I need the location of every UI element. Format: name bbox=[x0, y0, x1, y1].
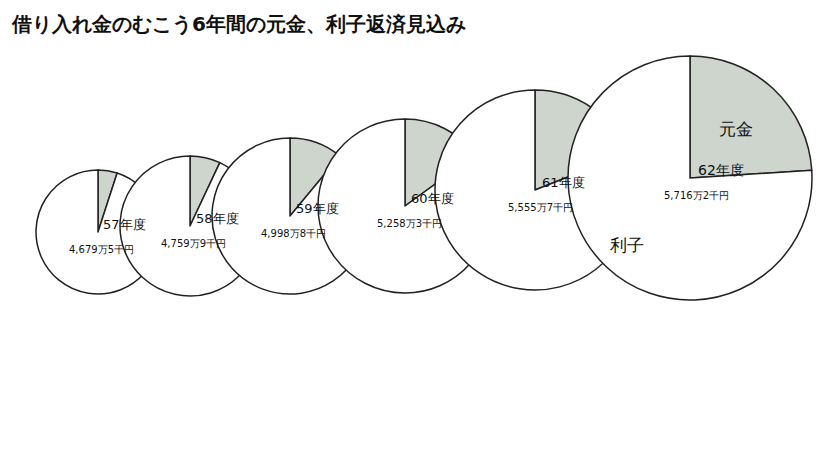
svg-text:58年度: 58年度 bbox=[196, 211, 239, 226]
svg-text:5,716万2千円: 5,716万2千円 bbox=[664, 190, 729, 201]
svg-text:61年度: 61年度 bbox=[542, 175, 585, 190]
svg-text:借り入れ金のむこう6年間の元金、利子返済見込み: 借り入れ金のむこう6年間の元金、利子返済見込み bbox=[11, 12, 466, 36]
svg-text:57年度: 57年度 bbox=[103, 217, 146, 232]
svg-text:元金: 元金 bbox=[719, 119, 753, 139]
svg-text:4,759万9千円: 4,759万9千円 bbox=[161, 238, 226, 249]
svg-text:4,679万5千円: 4,679万5千円 bbox=[69, 244, 134, 255]
svg-text:4,998万8千円: 4,998万8千円 bbox=[261, 228, 326, 239]
svg-text:59年度: 59年度 bbox=[296, 201, 339, 216]
svg-text:5,555万7千円: 5,555万7千円 bbox=[508, 202, 573, 213]
svg-text:5,258万3千円: 5,258万3千円 bbox=[377, 218, 442, 229]
svg-text:利子: 利子 bbox=[610, 235, 644, 255]
svg-text:62年度: 62年度 bbox=[698, 162, 744, 178]
svg-text:60年度: 60年度 bbox=[411, 191, 454, 206]
